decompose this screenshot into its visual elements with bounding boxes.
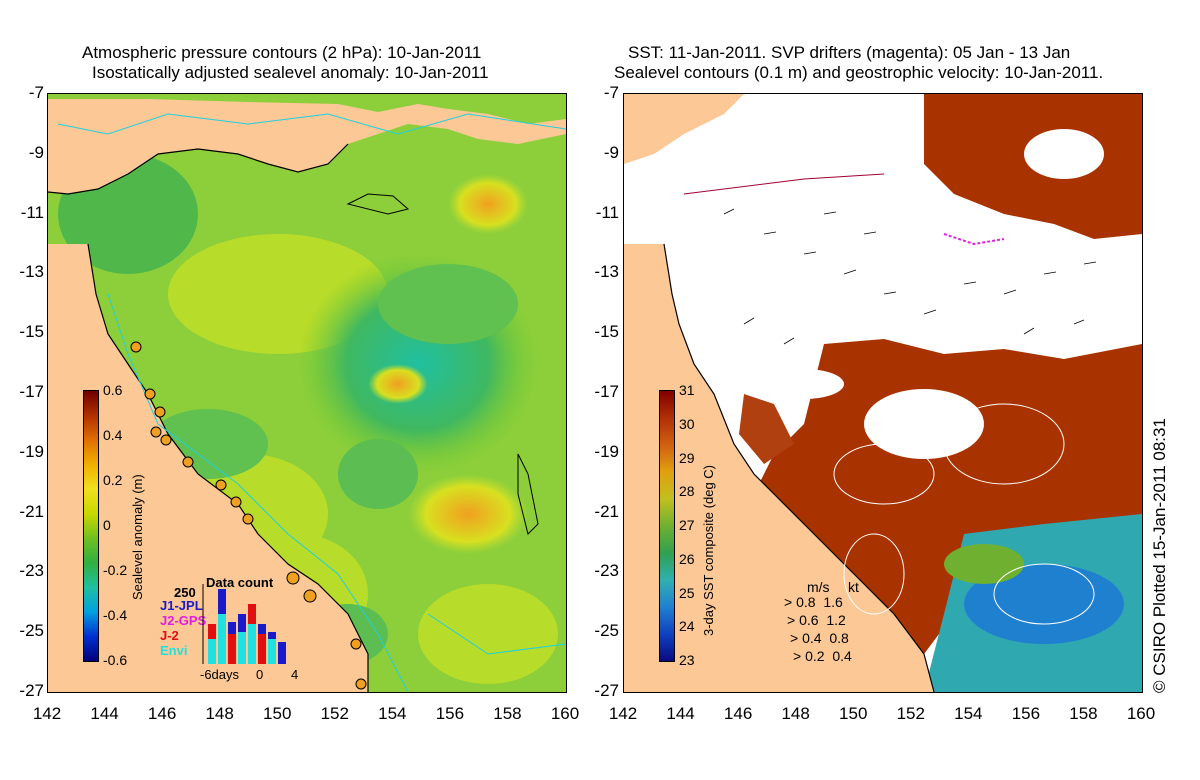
vel-kt-4: 0.4 xyxy=(832,648,852,664)
data-count-histogram xyxy=(202,584,286,664)
sst-colorbar-label: 3-day SST composite (deg C) xyxy=(701,465,716,636)
left-y-tick: -27 xyxy=(19,681,44,700)
sst-colorbar-tick: 24 xyxy=(679,618,695,635)
velocity-arrows xyxy=(723,208,1097,345)
left-y-tick: -15 xyxy=(19,322,44,342)
velocity-legend-header-ms: m/s xyxy=(807,579,830,595)
sealevel-colorbar-tick: -0.6 xyxy=(103,652,128,668)
right-x-tick: 146 xyxy=(723,704,753,723)
left-x-tick: 156 xyxy=(435,704,465,723)
legend-j2-gps: J2-GPS xyxy=(160,613,207,628)
right-x-tick: 144 xyxy=(666,704,695,723)
sst-colorbar-tick: 29 xyxy=(679,449,695,466)
sst-colorbar-tick: 30 xyxy=(679,415,695,432)
vel-kt-1: 1.6 xyxy=(823,594,843,610)
sst-colorbar-tick: 27 xyxy=(679,517,695,533)
hist-x-label-end: 4 xyxy=(291,667,299,682)
right-y-tick: -23 xyxy=(594,561,619,581)
velocity-legend-row-2: > 0.6 1.2 xyxy=(787,612,846,628)
right-x-tick: 142 xyxy=(608,704,638,723)
right-y-tick: -11 xyxy=(595,202,619,222)
vel-kt-2: 1.2 xyxy=(826,612,846,628)
sealevel-contours xyxy=(833,403,1095,625)
right-y-tick: -9 xyxy=(603,142,619,162)
left-x-tick: 150 xyxy=(263,704,292,723)
data-count-max: 250 xyxy=(174,585,196,600)
left-y-tick: -17 xyxy=(19,382,44,401)
sealevel-colorbar xyxy=(83,390,99,662)
hist-x-label-zero: 0 xyxy=(256,667,264,682)
right-title-line1: SST: 11-Jan-2011. SVP drifters (magenta)… xyxy=(628,43,1071,62)
right-x-tick: 160 xyxy=(1126,704,1156,723)
sst-colorbar xyxy=(659,390,675,662)
tide-gauge-markers xyxy=(130,341,367,690)
right-x-tick: 154 xyxy=(954,704,983,723)
vel-ms-3: 0.4 xyxy=(802,630,822,646)
left-y-tick: -25 xyxy=(19,621,44,641)
vel-ms-1: 0.8 xyxy=(796,594,816,610)
sealevel-colorbar-label: Sealevel anomaly (m) xyxy=(130,474,145,600)
left-x-tick: 142 xyxy=(32,704,62,723)
copyright-notice: © CSIRO Plotted 15-Jan-2011 08:31 xyxy=(1150,418,1169,693)
right-x-tick: 156 xyxy=(1011,704,1041,723)
sealevel-colorbar-tick: -0.4 xyxy=(103,607,128,623)
left-title-line2: Isostatically adjusted sealevel anomaly:… xyxy=(92,63,489,82)
right-y-tick: -19 xyxy=(594,441,619,461)
right-x-tick: 152 xyxy=(896,704,925,723)
velocity-legend-row-4: > 0.2 0.4 xyxy=(793,648,852,664)
vel-kt-3: 0.8 xyxy=(829,630,849,646)
left-x-tick: 158 xyxy=(493,704,522,723)
left-x-tick: 146 xyxy=(147,704,177,723)
sealevel-colorbar-tick: 0.4 xyxy=(103,427,123,443)
left-y-tick: -21 xyxy=(19,501,44,521)
sealevel-anomaly-map xyxy=(48,94,566,692)
right-title-line2: Sealevel contours (0.1 m) and geostrophi… xyxy=(614,63,1104,82)
right-y-tick: -7 xyxy=(603,83,619,102)
left-y-tick: -11 xyxy=(20,202,44,222)
left-x-tick: 148 xyxy=(205,704,234,723)
legend-envi: Envi xyxy=(160,643,188,658)
histogram-bars xyxy=(208,589,286,664)
vel-ms-2: 0.6 xyxy=(799,612,819,628)
sealevel-colorbar-tick: 0.6 xyxy=(103,382,123,398)
sst-colorbar-tick: 26 xyxy=(679,550,695,567)
left-title-line1: Atmospheric pressure contours (2 hPa): 1… xyxy=(82,43,482,62)
velocity-legend-row-1: > 0.8 1.6 xyxy=(784,594,843,610)
left-x-tick: 154 xyxy=(378,704,407,723)
sealevel-colorbar-tick: -0.2 xyxy=(103,562,128,578)
left-y-tick: -13 xyxy=(19,262,44,282)
sealevel-colorbar-tick: 0.2 xyxy=(103,472,123,488)
sst-colorbar-tick: 25 xyxy=(679,584,695,601)
sst-colorbar-tick: 23 xyxy=(679,652,695,668)
right-x-tick: 158 xyxy=(1069,704,1098,723)
right-y-tick: -25 xyxy=(594,621,619,641)
velocity-legend-header-kt: kt xyxy=(848,579,859,595)
left-x-tick: 160 xyxy=(550,704,580,723)
left-y-tick: -23 xyxy=(19,561,44,581)
sst-colorbar-tick: 28 xyxy=(679,483,695,500)
left-map-panel[interactable]: 250 Data count J1-JPL J2-GPS J-2 Envi -6… xyxy=(47,93,567,693)
right-y-tick: -27 xyxy=(594,681,619,700)
legend-j1-jpl: J1-JPL xyxy=(160,598,203,613)
right-y-tick: -21 xyxy=(594,501,619,521)
left-x-tick: 144 xyxy=(90,704,119,723)
hist-x-label-start: -6days xyxy=(200,667,240,682)
sst-colorbar-tick: 31 xyxy=(679,382,695,398)
right-map-panel[interactable]: m/s kt > 0.8 1.6 > 0.6 1.2 > 0.4 0.8 > 0… xyxy=(623,93,1143,693)
right-x-tick: 148 xyxy=(781,704,810,723)
right-x-tick: 150 xyxy=(839,704,868,723)
right-y-tick: -15 xyxy=(594,322,619,342)
right-y-tick: -13 xyxy=(594,262,619,282)
vel-ms-4: 0.2 xyxy=(805,648,825,664)
left-y-tick: -9 xyxy=(28,142,44,162)
right-y-tick: -17 xyxy=(594,382,619,401)
sealevel-colorbar-tick: 0 xyxy=(103,517,111,533)
sst-map xyxy=(624,94,1142,692)
left-y-tick: -19 xyxy=(19,441,44,461)
left-x-tick: 152 xyxy=(320,704,349,723)
left-y-tick: -7 xyxy=(28,83,44,102)
data-count-title: Data count xyxy=(206,575,274,590)
velocity-legend-row-3: > 0.4 0.8 xyxy=(790,630,849,646)
legend-j-2: J-2 xyxy=(160,628,179,643)
